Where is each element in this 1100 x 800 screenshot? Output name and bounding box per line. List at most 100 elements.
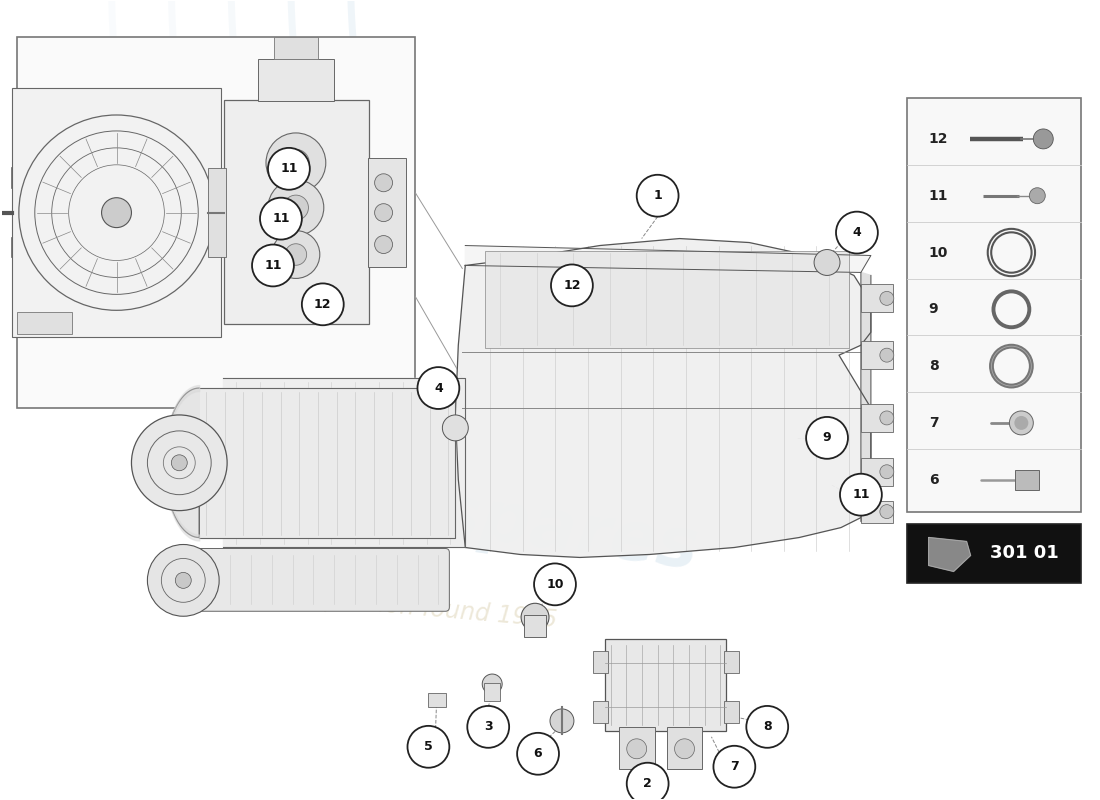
FancyBboxPatch shape bbox=[524, 615, 546, 637]
FancyBboxPatch shape bbox=[208, 168, 227, 258]
Circle shape bbox=[468, 706, 509, 748]
Polygon shape bbox=[223, 378, 465, 547]
Circle shape bbox=[746, 706, 789, 748]
Circle shape bbox=[1014, 416, 1028, 430]
FancyBboxPatch shape bbox=[906, 523, 1081, 583]
Text: 1: 1 bbox=[653, 190, 662, 202]
Text: 9: 9 bbox=[928, 302, 938, 316]
Text: 11: 11 bbox=[852, 488, 870, 501]
FancyBboxPatch shape bbox=[258, 59, 333, 101]
Text: 2: 2 bbox=[644, 777, 652, 790]
Polygon shape bbox=[199, 388, 455, 538]
FancyBboxPatch shape bbox=[12, 88, 221, 338]
FancyBboxPatch shape bbox=[274, 38, 318, 59]
FancyBboxPatch shape bbox=[725, 701, 739, 723]
FancyBboxPatch shape bbox=[861, 342, 893, 369]
FancyBboxPatch shape bbox=[861, 285, 893, 312]
FancyBboxPatch shape bbox=[619, 727, 654, 769]
Circle shape bbox=[880, 411, 894, 425]
Circle shape bbox=[375, 204, 393, 222]
Text: 10: 10 bbox=[928, 246, 948, 259]
FancyBboxPatch shape bbox=[1015, 470, 1040, 490]
FancyBboxPatch shape bbox=[485, 250, 849, 348]
Polygon shape bbox=[455, 238, 871, 558]
Text: 12: 12 bbox=[563, 279, 581, 292]
Circle shape bbox=[517, 733, 559, 774]
Circle shape bbox=[814, 250, 840, 275]
FancyBboxPatch shape bbox=[605, 639, 726, 731]
Text: 4: 4 bbox=[852, 226, 861, 239]
Circle shape bbox=[880, 348, 894, 362]
FancyBboxPatch shape bbox=[725, 651, 739, 673]
Circle shape bbox=[375, 235, 393, 254]
FancyBboxPatch shape bbox=[593, 701, 608, 723]
FancyBboxPatch shape bbox=[16, 38, 416, 408]
FancyBboxPatch shape bbox=[197, 549, 450, 611]
Circle shape bbox=[999, 353, 1024, 379]
Text: 7: 7 bbox=[928, 416, 938, 430]
Polygon shape bbox=[465, 246, 871, 273]
Circle shape bbox=[101, 198, 132, 228]
Text: 8: 8 bbox=[928, 359, 938, 373]
Circle shape bbox=[627, 762, 669, 800]
Text: a passion found 1985: a passion found 1985 bbox=[302, 586, 559, 632]
Circle shape bbox=[637, 174, 679, 217]
Circle shape bbox=[880, 465, 894, 478]
Circle shape bbox=[268, 180, 323, 235]
Text: eurospares: eurospares bbox=[258, 456, 703, 583]
Circle shape bbox=[714, 746, 756, 788]
FancyBboxPatch shape bbox=[428, 693, 447, 707]
Circle shape bbox=[285, 244, 307, 266]
Circle shape bbox=[535, 563, 576, 606]
Circle shape bbox=[806, 417, 848, 458]
Circle shape bbox=[252, 245, 294, 286]
Text: 6: 6 bbox=[928, 473, 938, 486]
Circle shape bbox=[375, 174, 393, 192]
Text: 11: 11 bbox=[264, 259, 282, 272]
Circle shape bbox=[268, 148, 310, 190]
Text: 10: 10 bbox=[547, 578, 563, 591]
Circle shape bbox=[172, 455, 187, 470]
Circle shape bbox=[836, 212, 878, 254]
FancyBboxPatch shape bbox=[367, 158, 406, 267]
FancyBboxPatch shape bbox=[667, 727, 703, 769]
Text: 11: 11 bbox=[280, 162, 298, 175]
Circle shape bbox=[880, 505, 894, 518]
Circle shape bbox=[175, 572, 191, 588]
Circle shape bbox=[260, 198, 301, 239]
FancyBboxPatch shape bbox=[593, 651, 608, 673]
FancyBboxPatch shape bbox=[861, 501, 893, 522]
Circle shape bbox=[1033, 129, 1053, 149]
Circle shape bbox=[521, 603, 549, 631]
Circle shape bbox=[418, 367, 460, 409]
Circle shape bbox=[880, 291, 894, 306]
Circle shape bbox=[301, 283, 343, 326]
Circle shape bbox=[147, 545, 219, 616]
Circle shape bbox=[674, 739, 694, 758]
Circle shape bbox=[550, 709, 574, 733]
Text: 11: 11 bbox=[928, 189, 948, 202]
Text: 7: 7 bbox=[730, 760, 739, 774]
Circle shape bbox=[407, 726, 450, 768]
Circle shape bbox=[1010, 411, 1033, 435]
FancyBboxPatch shape bbox=[16, 312, 72, 334]
FancyBboxPatch shape bbox=[861, 404, 893, 432]
Circle shape bbox=[551, 265, 593, 306]
Circle shape bbox=[482, 674, 503, 694]
FancyBboxPatch shape bbox=[861, 458, 893, 486]
Polygon shape bbox=[861, 273, 871, 522]
Text: 8: 8 bbox=[763, 720, 771, 734]
Circle shape bbox=[283, 150, 309, 176]
Text: 4: 4 bbox=[434, 382, 443, 394]
Text: 301 01: 301 01 bbox=[990, 545, 1059, 562]
Text: 12: 12 bbox=[928, 132, 948, 146]
Polygon shape bbox=[928, 538, 970, 571]
Polygon shape bbox=[164, 388, 199, 538]
Circle shape bbox=[840, 474, 882, 515]
Text: 6: 6 bbox=[534, 747, 542, 760]
Circle shape bbox=[442, 415, 469, 441]
FancyBboxPatch shape bbox=[224, 100, 368, 324]
FancyBboxPatch shape bbox=[484, 683, 500, 701]
FancyBboxPatch shape bbox=[906, 98, 1081, 512]
Text: 5: 5 bbox=[424, 740, 432, 754]
